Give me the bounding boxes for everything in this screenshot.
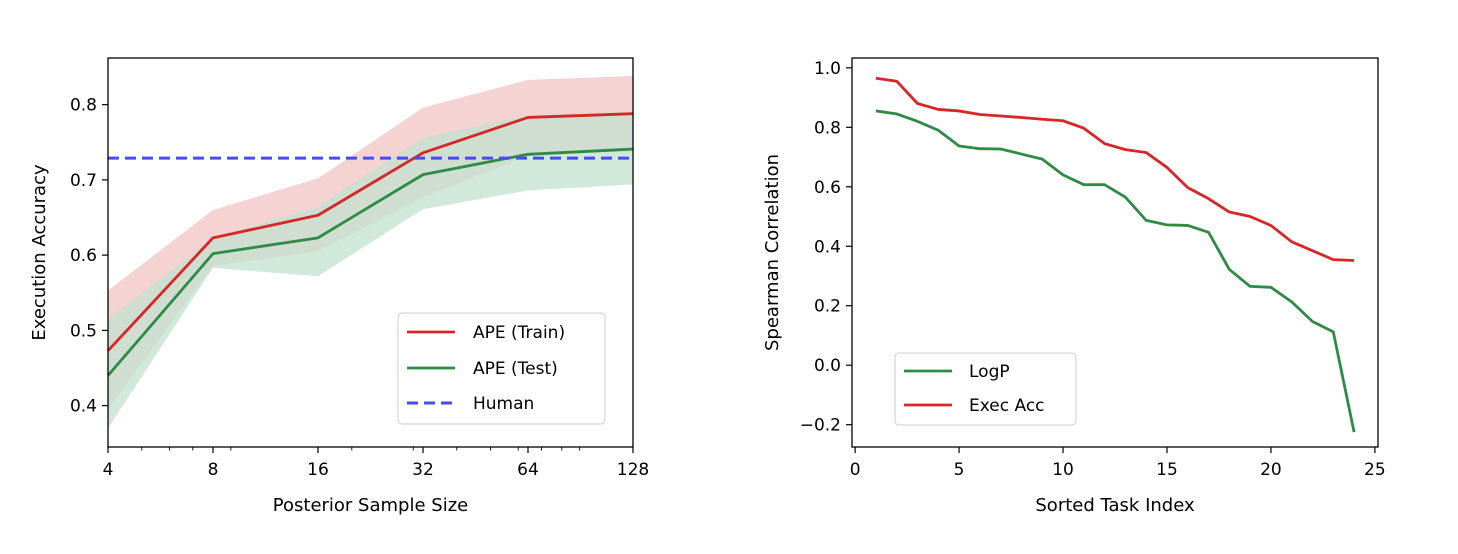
x-tick-label: 64 bbox=[517, 460, 539, 480]
x-axis-label: Sorted Task Index bbox=[1035, 495, 1195, 516]
x-axis-label: Posterior Sample Size bbox=[273, 495, 468, 516]
y-axis-label: Execution Accuracy bbox=[29, 164, 50, 341]
y-axis-label: Spearman Correlation bbox=[762, 154, 783, 351]
x-tick-label: 4 bbox=[103, 460, 114, 480]
y-tick-label: −0.2 bbox=[800, 416, 841, 436]
x-tick-label: 0 bbox=[850, 460, 861, 480]
axes-frame bbox=[107, 57, 634, 448]
legend-box bbox=[397, 312, 606, 425]
legend-label-exec-acc: Exec Acc bbox=[969, 396, 1045, 416]
band-ape-test bbox=[108, 112, 633, 429]
y-tick-label: 0.4 bbox=[70, 397, 97, 417]
execution-accuracy-chart: 4 8 16 32 64 128 0.4 0.5 0.6 0.7 0.8 Posterior Sam… bbox=[29, 57, 649, 516]
x-tick-label: 10 bbox=[1052, 460, 1074, 480]
line-logp bbox=[875, 109, 1356, 433]
plot-area bbox=[875, 76, 1356, 433]
x-tick-label: 20 bbox=[1260, 460, 1282, 480]
y-tick-label: 0.8 bbox=[70, 96, 97, 116]
y-tick-label: 0.6 bbox=[70, 246, 97, 266]
legend: APE (Train) APE (Test) Human bbox=[397, 312, 606, 425]
spearman-correlation-chart: 0 5 10 15 20 25 −0.2 0.0 0.2 0.4 0.6 0.8 1.0 Sorted … bbox=[762, 57, 1386, 516]
axis-ticks: 0 5 10 15 20 25 −0.2 0.0 0.2 0.4 0.6 0.8 1.0 bbox=[800, 59, 1386, 480]
axis-ticks: 4 8 16 32 64 128 0.4 0.5 0.6 0.7 0.8 bbox=[70, 96, 649, 480]
y-tick-label: 0.2 bbox=[814, 297, 841, 317]
x-tick-label: 8 bbox=[208, 460, 219, 480]
legend-label-human: Human bbox=[473, 394, 534, 414]
y-tick-label: 0.4 bbox=[814, 237, 841, 257]
x-tick-label: 5 bbox=[954, 460, 965, 480]
y-tick-label: 0.7 bbox=[70, 171, 97, 191]
legend-label-ape-train: APE (Train) bbox=[473, 323, 565, 343]
line-exec-acc bbox=[875, 76, 1355, 262]
plot-area bbox=[106, 76, 634, 429]
x-tick-label: 25 bbox=[1364, 460, 1386, 480]
x-tick-label: 16 bbox=[307, 460, 329, 480]
line-ape-train bbox=[106, 112, 634, 352]
x-tick-label: 32 bbox=[412, 460, 434, 480]
y-tick-label: 0.5 bbox=[70, 321, 97, 341]
line-ape-test bbox=[106, 147, 634, 377]
y-tick-label: 0.6 bbox=[814, 178, 841, 198]
legend-label-ape-test: APE (Test) bbox=[473, 359, 558, 379]
legend: LogP Exec Acc bbox=[894, 352, 1077, 426]
y-tick-label: 0.8 bbox=[814, 118, 841, 138]
y-tick-label: 0.0 bbox=[814, 356, 841, 376]
x-tick-label: 128 bbox=[617, 460, 649, 480]
axes-frame bbox=[851, 57, 1379, 448]
y-tick-label: 1.0 bbox=[814, 59, 841, 79]
x-tick-label: 15 bbox=[1156, 460, 1178, 480]
legend-label-logp: LogP bbox=[969, 362, 1010, 382]
